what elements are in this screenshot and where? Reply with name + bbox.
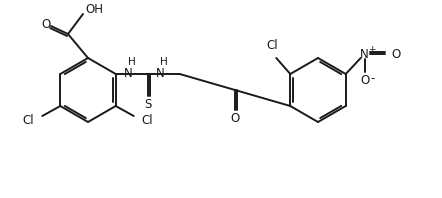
Text: S: S (144, 97, 152, 110)
Text: H: H (160, 57, 168, 67)
Text: -: - (370, 72, 375, 86)
Text: H: H (128, 57, 136, 67)
Text: O: O (360, 73, 370, 87)
Text: OH: OH (85, 3, 103, 15)
Text: Cl: Cl (267, 39, 278, 52)
Text: Cl: Cl (23, 113, 34, 127)
Text: N: N (156, 67, 165, 80)
Text: O: O (392, 48, 401, 61)
Text: N: N (124, 67, 133, 80)
Text: +: + (368, 45, 375, 53)
Text: Cl: Cl (142, 113, 153, 127)
Text: O: O (230, 111, 240, 125)
Text: N: N (360, 48, 369, 61)
Text: O: O (42, 17, 51, 30)
